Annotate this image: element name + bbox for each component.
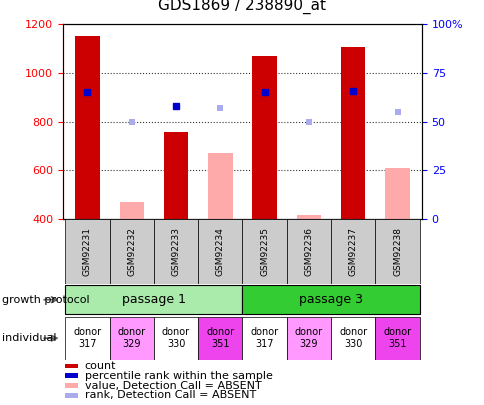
Bar [153,317,198,360]
Text: GSM92235: GSM92235 [259,227,269,275]
Bar [252,56,276,219]
Bar [286,317,331,360]
Text: donor
351: donor 351 [383,327,411,349]
Text: GSM92236: GSM92236 [304,227,313,275]
Text: individual: individual [2,333,57,343]
Text: donor
329: donor 329 [294,327,322,349]
Bar [164,132,188,219]
Bar [65,219,109,284]
Text: GDS1869 / 238890_at: GDS1869 / 238890_at [158,0,326,14]
Bar [286,219,331,284]
Text: GSM92232: GSM92232 [127,227,136,275]
Text: passage 3: passage 3 [299,293,363,306]
Text: passage 1: passage 1 [121,293,185,306]
Bar [65,317,109,360]
Text: donor
330: donor 330 [338,327,366,349]
Bar [375,317,419,360]
Text: donor
351: donor 351 [206,327,234,349]
Bar [65,285,242,314]
Bar [75,36,99,219]
Text: GSM92233: GSM92233 [171,227,180,275]
Bar [65,383,78,388]
Bar [331,219,375,284]
Bar [198,219,242,284]
Text: donor
330: donor 330 [162,327,190,349]
Bar [375,219,419,284]
Text: donor
317: donor 317 [73,327,101,349]
Text: GSM92231: GSM92231 [83,227,92,275]
Bar [109,317,153,360]
Bar [65,393,78,398]
Bar [242,317,286,360]
Bar [109,219,153,284]
Bar [296,215,320,219]
Text: percentile rank within the sample: percentile rank within the sample [84,371,272,381]
Text: rank, Detection Call = ABSENT: rank, Detection Call = ABSENT [84,390,255,401]
Bar [242,219,286,284]
Text: GSM92237: GSM92237 [348,227,357,275]
Bar [331,317,375,360]
Text: growth protocol: growth protocol [2,295,90,305]
Text: donor
329: donor 329 [118,327,146,349]
Bar [242,285,419,314]
Bar [340,47,365,219]
Text: value, Detection Call = ABSENT: value, Detection Call = ABSENT [84,381,261,390]
Bar [198,317,242,360]
Text: donor
317: donor 317 [250,327,278,349]
Bar [65,364,78,369]
Bar [208,153,232,219]
Bar [385,168,409,219]
Text: count: count [84,361,116,371]
Bar [153,219,198,284]
Text: GSM92238: GSM92238 [392,227,401,275]
Text: GSM92234: GSM92234 [215,227,225,275]
Bar [119,202,144,219]
Bar [65,373,78,378]
